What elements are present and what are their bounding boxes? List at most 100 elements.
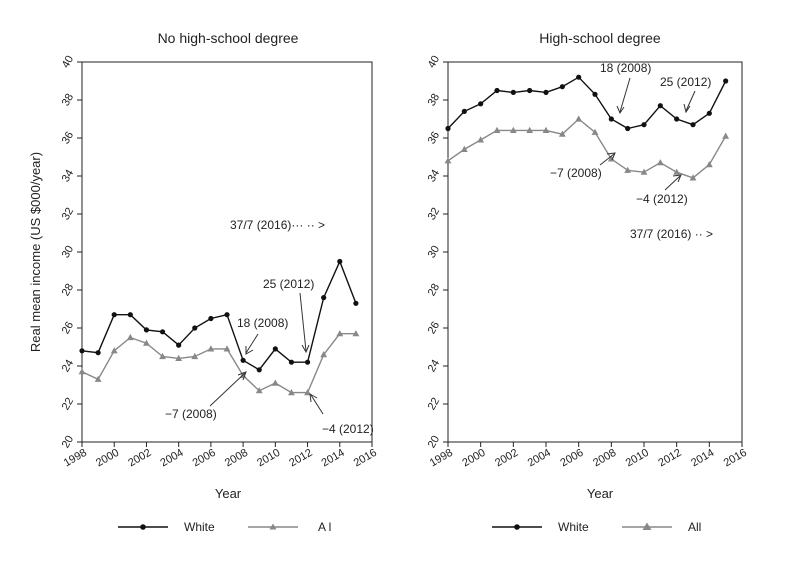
- annotation-arrow: [209, 372, 246, 407]
- data-point-white: [79, 348, 85, 354]
- data-point-white: [159, 329, 166, 335]
- data-point-all: [191, 352, 199, 360]
- data-point-white: [127, 312, 133, 318]
- y-tick-label: 24: [426, 358, 443, 375]
- data-point-white: [543, 89, 549, 95]
- legend: White All: [492, 520, 701, 534]
- legend-label-all: All: [688, 520, 701, 534]
- data-point-all: [575, 115, 583, 122]
- data-point-all: [705, 161, 713, 168]
- y-tick-label: 20: [60, 434, 77, 451]
- data-point-all: [126, 333, 134, 341]
- data-point-all: [110, 347, 118, 354]
- annotation-arrow: [599, 153, 615, 166]
- annotation-18-2008: 18 (2008): [600, 61, 651, 75]
- panel-no-high-school: No high-school degree Year Real mean inc…: [28, 30, 379, 534]
- data-point-white: [478, 101, 484, 107]
- data-point-white: [272, 346, 278, 352]
- data-point-all: [640, 168, 648, 175]
- data-point-all: [591, 128, 599, 135]
- annotation-25-2012: 25 (2012): [660, 75, 711, 89]
- y-tick-label: 36: [60, 130, 77, 147]
- data-point-all: [94, 375, 102, 382]
- annotation-arrow: [619, 77, 631, 113]
- data-point-all: [207, 345, 215, 352]
- data-point-all: [336, 330, 344, 337]
- y-tick-label: 28: [426, 282, 443, 299]
- y-tick-label: 34: [60, 168, 77, 185]
- data-point-all: [607, 155, 615, 162]
- y-axis-label: Real mean income (US $000/year): [28, 152, 43, 352]
- data-point-white: [510, 89, 516, 95]
- data-point-all: [509, 126, 517, 133]
- y-tick-label: 32: [426, 206, 443, 223]
- legend-label-white: White: [558, 520, 589, 534]
- data-point-all: [78, 368, 86, 375]
- data-point-all: [477, 136, 485, 143]
- data-point-all: [320, 351, 328, 358]
- data-point-all: [143, 339, 150, 346]
- data-point-white: [527, 87, 533, 94]
- data-point-white: [256, 367, 262, 373]
- data-point-white: [592, 91, 598, 97]
- legend-marker-all: [269, 523, 277, 530]
- annotation-arrow: [664, 175, 681, 191]
- data-point-all: [444, 157, 452, 164]
- annotations: 37/7 (2016)··· ·· > 25 (2012) 18 (2008) …: [165, 218, 374, 436]
- data-point-all: [542, 126, 550, 133]
- y-tick-label: 36: [426, 130, 443, 147]
- data-point-white: [111, 312, 117, 318]
- annotation-arrowhead: [616, 105, 625, 115]
- data-point-white: [657, 103, 663, 109]
- annotation-total-2016: 37/7 (2016) ·· >: [630, 227, 713, 241]
- y-tick-label: 40: [60, 54, 77, 71]
- data-point-all: [175, 354, 183, 361]
- annotation-minus7-2008: −7 (2008): [165, 407, 217, 421]
- annotation-25-2012: 25 (2012): [263, 277, 314, 291]
- data-point-white: [304, 359, 311, 365]
- y-tick-label: 30: [60, 244, 77, 261]
- data-point-all: [255, 387, 263, 394]
- annotation-minus4-2012: −4 (2012): [636, 192, 688, 206]
- data-point-white: [143, 327, 150, 333]
- data-point-white: [353, 300, 359, 306]
- data-point-all: [722, 132, 730, 139]
- y-tick-label: 32: [60, 206, 77, 223]
- data-point-white: [723, 78, 729, 84]
- data-point-white: [208, 315, 214, 322]
- data-point-white: [192, 325, 198, 331]
- annotation-total-2016: 37/7 (2016)··· ·· >: [230, 218, 325, 232]
- data-point-all: [159, 352, 166, 360]
- panel-title: No high-school degree: [158, 30, 299, 46]
- data-point-white: [494, 87, 500, 94]
- annotation-arrowhead: [245, 346, 254, 355]
- data-point-white: [224, 312, 230, 318]
- legend-marker-white: [140, 524, 146, 530]
- data-point-white: [559, 84, 565, 90]
- legend-label-all: A l: [318, 520, 331, 534]
- data-point-white: [461, 108, 467, 114]
- data-point-white: [625, 125, 631, 132]
- annotation-arrow: [245, 333, 259, 354]
- data-point-white: [706, 110, 712, 116]
- data-point-all: [271, 379, 279, 386]
- series-line-white: [447, 76, 727, 130]
- y-tick-label: 26: [60, 320, 77, 337]
- annotation-arrowhead: [309, 393, 318, 403]
- data-point-white: [608, 116, 614, 122]
- annotation-arrow: [299, 292, 307, 352]
- annotation-arrowhead: [672, 174, 682, 183]
- data-point-white: [176, 342, 182, 348]
- data-point-all: [689, 174, 697, 181]
- legend-marker-white: [514, 524, 520, 530]
- data-point-white: [240, 357, 246, 363]
- annotation-arrowhead: [606, 152, 616, 161]
- annotation-18-2008: 18 (2008): [237, 316, 288, 330]
- legend-label-white: White: [184, 520, 215, 534]
- data-point-all: [223, 345, 231, 352]
- annotation-arrowhead: [301, 344, 310, 354]
- data-point-all: [288, 389, 295, 396]
